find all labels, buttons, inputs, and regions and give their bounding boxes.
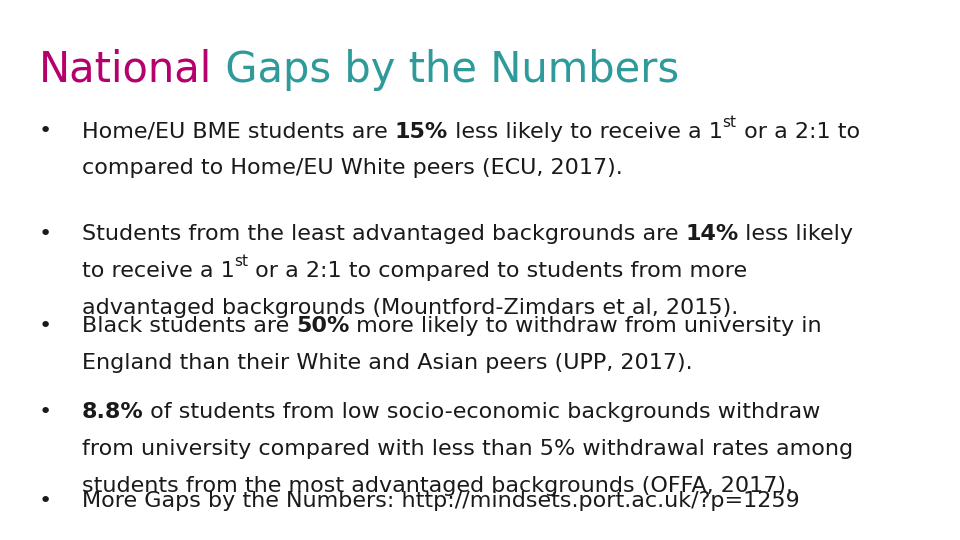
Text: Home/EU BME students are: Home/EU BME students are <box>82 122 395 141</box>
Text: 8.8%: 8.8% <box>82 402 143 422</box>
Text: Black students are: Black students are <box>82 316 296 336</box>
Text: more likely to withdraw from university in: more likely to withdraw from university … <box>349 316 822 336</box>
Text: •: • <box>38 122 52 141</box>
Text: Gaps by the Numbers: Gaps by the Numbers <box>211 49 679 91</box>
Text: 15%: 15% <box>395 122 447 141</box>
Text: 14%: 14% <box>685 224 738 244</box>
Text: advantaged backgrounds (Mountford-Zimdars et al, 2015).: advantaged backgrounds (Mountford-Zimdar… <box>82 298 738 318</box>
Text: •: • <box>38 491 52 511</box>
Text: England than their White and Asian peers (UPP, 2017).: England than their White and Asian peers… <box>82 353 692 373</box>
Text: or a 2:1 to compared to students from more: or a 2:1 to compared to students from mo… <box>249 261 748 281</box>
Text: or a 2:1 to: or a 2:1 to <box>736 122 860 141</box>
Text: students from the most advantaged backgrounds (OFFA, 2017).: students from the most advantaged backgr… <box>82 476 793 496</box>
Text: less likely to receive a 1: less likely to receive a 1 <box>447 122 723 141</box>
Text: less likely: less likely <box>738 224 853 244</box>
Text: compared to Home/EU White peers (ECU, 2017).: compared to Home/EU White peers (ECU, 20… <box>82 158 622 178</box>
Text: to receive a 1: to receive a 1 <box>82 261 234 281</box>
Text: Students from the least advantaged backgrounds are: Students from the least advantaged backg… <box>82 224 685 244</box>
Text: from university compared with less than 5% withdrawal rates among: from university compared with less than … <box>82 439 852 459</box>
Text: st: st <box>234 254 249 269</box>
Text: •: • <box>38 402 52 422</box>
Text: 50%: 50% <box>296 316 349 336</box>
Text: •: • <box>38 316 52 336</box>
Text: st: st <box>723 115 736 130</box>
Text: More Gaps by the Numbers: http://mindsets.port.ac.uk/?p=1259: More Gaps by the Numbers: http://mindset… <box>82 491 800 511</box>
Text: National: National <box>38 49 211 91</box>
Text: of students from low socio-economic backgrounds withdraw: of students from low socio-economic back… <box>143 402 821 422</box>
Text: •: • <box>38 224 52 244</box>
